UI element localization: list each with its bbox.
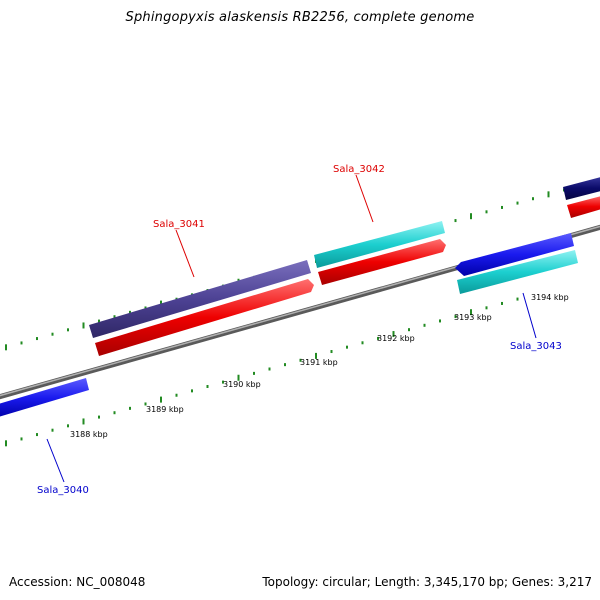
leader-sala-3040	[46, 438, 65, 483]
gene-bar-sala-3043-blue[interactable]	[455, 233, 574, 276]
accession-text: Accession: NC_008048	[9, 575, 146, 589]
gene-bar-edge-red[interactable]	[567, 195, 600, 218]
gene-bar-sala-3043-teal[interactable]	[457, 250, 578, 294]
gene-features	[0, 176, 600, 418]
scale-ticks-inner	[5, 297, 519, 447]
gene-label-sala-3041[interactable]: Sala_3041	[153, 219, 205, 230]
gene-label-sala-3043[interactable]: Sala_3043	[510, 341, 562, 352]
gene-label-sala-3042[interactable]: Sala_3042	[333, 164, 385, 175]
scale-label-3188: 3188 kbp	[70, 430, 108, 439]
scale-label-3190: 3190 kbp	[223, 380, 261, 389]
gene-bar-sala-3040[interactable]	[0, 378, 89, 418]
scale-label-3194: 3194 kbp	[531, 293, 569, 302]
scale-label-3191: 3191 kbp	[300, 358, 338, 367]
leader-sala-3041	[175, 229, 195, 278]
scale-label-3189: 3189 kbp	[146, 405, 184, 414]
gene-label-sala-3040[interactable]: Sala_3040	[37, 485, 89, 496]
gene-bar-edge-navy[interactable]	[563, 176, 600, 200]
label-leaders	[46, 174, 537, 483]
gene-bar-sala-3041-purple[interactable]	[89, 260, 311, 338]
scale-label-3193: 3193 kbp	[454, 313, 492, 322]
genome-summary-text: Topology: circular; Length: 3,345,170 bp…	[262, 575, 592, 589]
scale-label-3192: 3192 kbp	[377, 334, 415, 343]
leader-sala-3043	[522, 292, 537, 339]
leader-sala-3042	[355, 174, 374, 223]
gene-bar-sala-3041-red[interactable]	[95, 279, 314, 356]
gene-bar-sala-3042-red[interactable]	[318, 239, 446, 285]
map-title: Sphingopyxis alaskensis RB2256, complete…	[125, 10, 475, 25]
gene-bar-sala-3042-teal[interactable]	[314, 221, 445, 268]
